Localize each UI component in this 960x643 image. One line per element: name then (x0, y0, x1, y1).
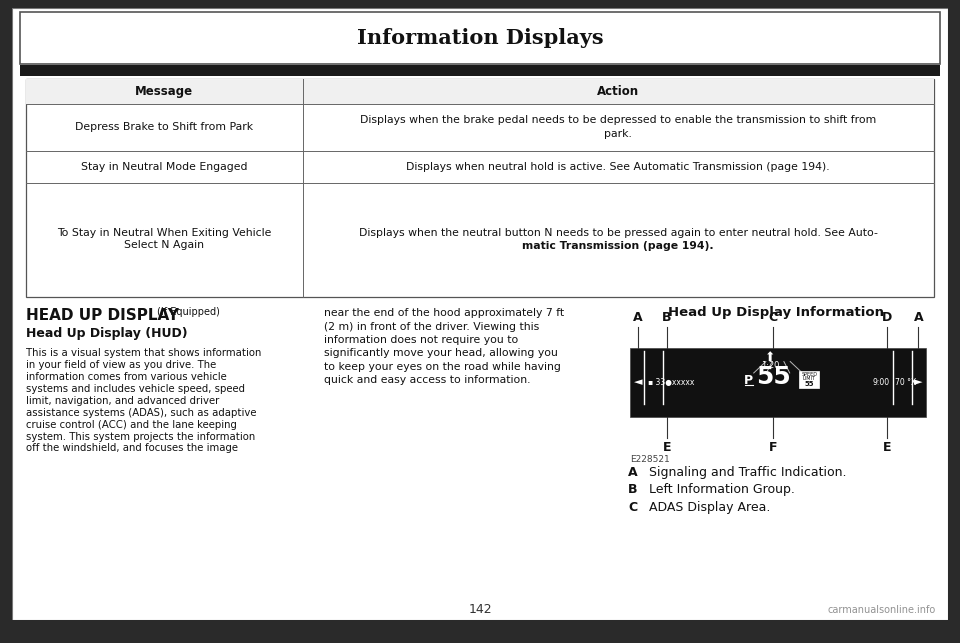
Bar (20, 66, 940, 76)
Text: Signaling and Traffic Indication.: Signaling and Traffic Indication. (650, 466, 847, 479)
Text: E: E (883, 440, 892, 453)
Text: ▪ 33●xxxxx: ▪ 33●xxxxx (648, 378, 694, 387)
Text: limit, navigation, and advanced driver: limit, navigation, and advanced driver (26, 396, 220, 406)
Text: ⬆: ⬆ (765, 351, 776, 364)
Text: Displays when the brake pedal needs to be depressed to enable the transmission t: Displays when the brake pedal needs to b… (360, 114, 876, 125)
Text: information does not require you to: information does not require you to (324, 335, 518, 345)
Bar (26, 79, 934, 104)
Text: significantly move your head, allowing you: significantly move your head, allowing y… (324, 349, 558, 358)
Text: ◄: ◄ (634, 377, 642, 388)
Text: in your field of view as you drive. The: in your field of view as you drive. The (26, 360, 216, 370)
Text: information comes from various vehicle: information comes from various vehicle (26, 372, 227, 382)
Text: Action: Action (597, 85, 639, 98)
Text: Select N Again: Select N Again (125, 240, 204, 250)
Text: carmanualsonline.info: carmanualsonline.info (828, 605, 936, 615)
Text: Stay in Neutral Mode Engaged: Stay in Neutral Mode Engaged (82, 162, 248, 172)
Text: HEAD UP DISPLAY: HEAD UP DISPLAY (26, 308, 179, 323)
Text: This is a visual system that shows information: This is a visual system that shows infor… (26, 349, 261, 358)
Bar (20, 12, 940, 64)
Text: 55: 55 (804, 381, 814, 387)
Text: (2 m) in front of the driver. Viewing this: (2 m) in front of the driver. Viewing th… (324, 322, 540, 332)
Text: Left Information Group.: Left Information Group. (650, 484, 795, 496)
Text: Message: Message (135, 85, 194, 98)
Text: system. This system projects the information: system. This system projects the informa… (26, 431, 255, 442)
Text: Displays when neutral hold is active. See Automatic Transmission (page 194).: Displays when neutral hold is active. Se… (406, 162, 830, 172)
Text: to keep your eyes on the road while having: to keep your eyes on the road while havi… (324, 361, 561, 372)
Text: 142: 142 (468, 602, 492, 615)
Text: 9:00: 9:00 (873, 378, 890, 387)
Text: ►: ► (914, 377, 923, 388)
Text: assistance systems (ADAS), such as adaptive: assistance systems (ADAS), such as adapt… (26, 408, 256, 418)
Text: quick and easy access to information.: quick and easy access to information. (324, 375, 531, 385)
Text: park.: park. (605, 129, 633, 139)
Text: B: B (662, 311, 672, 325)
Text: B: B (628, 484, 637, 496)
Text: A: A (628, 466, 637, 479)
Text: Head Up Display Information: Head Up Display Information (668, 306, 884, 320)
Text: 70 °X: 70 °X (895, 378, 916, 387)
Bar (800, 371, 819, 388)
Text: F: F (769, 440, 778, 453)
Text: cruise control (ACC) and the lane keeping: cruise control (ACC) and the lane keepin… (26, 420, 237, 430)
Text: Information Displays: Information Displays (357, 28, 603, 48)
Text: off the windshield, and focuses the image: off the windshield, and focuses the imag… (26, 444, 238, 453)
Text: To Stay in Neutral When Exiting Vehicle: To Stay in Neutral When Exiting Vehicle (58, 228, 272, 238)
Text: Head Up Display (HUD): Head Up Display (HUD) (26, 327, 188, 340)
Text: 55: 55 (756, 365, 790, 389)
Text: C: C (628, 500, 637, 514)
Bar (630, 349, 926, 417)
Text: C: C (769, 311, 778, 325)
Text: E228521: E228521 (630, 455, 670, 464)
Text: near the end of the hood approximately 7 ft: near the end of the hood approximately 7… (324, 308, 564, 318)
Text: E: E (662, 440, 671, 453)
Text: LIMIT: LIMIT (803, 376, 816, 381)
Bar (26, 79, 934, 297)
Text: P: P (744, 374, 754, 387)
Text: 1·20: 1·20 (761, 361, 780, 370)
Text: A: A (914, 311, 924, 325)
Text: D: D (882, 311, 892, 325)
Text: Depress Brake to Shift from Park: Depress Brake to Shift from Park (76, 122, 253, 132)
Text: Displays when the neutral button N needs to be pressed again to enter neutral ho: Displays when the neutral button N needs… (359, 228, 877, 238)
Text: SPEED: SPEED (802, 372, 817, 377)
Text: A: A (633, 311, 642, 325)
Text: ADAS Display Area.: ADAS Display Area. (650, 500, 771, 514)
Text: matic Transmission (page 194).: matic Transmission (page 194). (522, 241, 714, 251)
Text: systems and includes vehicle speed, speed: systems and includes vehicle speed, spee… (26, 384, 245, 394)
Text: (If Equipped): (If Equipped) (156, 307, 220, 317)
